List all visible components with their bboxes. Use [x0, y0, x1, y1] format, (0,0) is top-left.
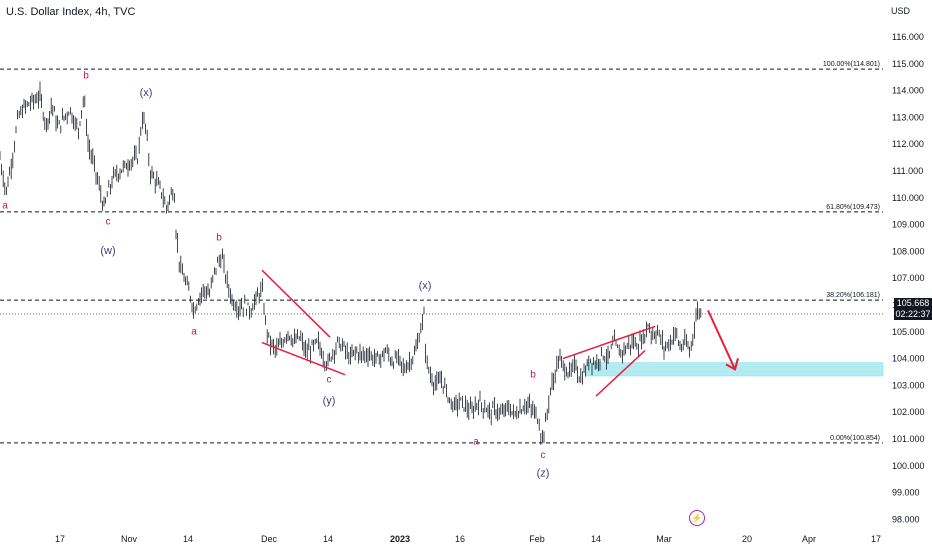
wave-labels-layer: a b c b a c a b c (x) (w) (x) (y) (z) [2, 71, 549, 480]
y-tick-label: 108.000 [892, 246, 925, 256]
y-tick-label: 112.000 [892, 139, 924, 149]
fib-levels-layer: 100.00%(114.801) 61.80%(109.473) 38.20%(10… [0, 61, 883, 444]
chart-title: U.S. Dollar Index, 4h, TVC [6, 6, 136, 18]
trendline [261, 341, 346, 376]
trendline [562, 325, 656, 360]
wave-label: b [530, 369, 536, 380]
wave-label: a [473, 436, 479, 447]
y-tick-label: 113.000 [892, 112, 924, 122]
wave-label: b [83, 71, 89, 82]
last-price-value: 105.668 [896, 298, 930, 308]
wave-label: (x) [140, 87, 153, 99]
x-tick-label: Apr [802, 534, 816, 544]
x-tick-label: Dec [261, 534, 278, 544]
trendline [261, 269, 331, 338]
x-tick-label: 14 [323, 534, 333, 544]
wave-label: (w) [100, 245, 115, 257]
projection-arrow-head [725, 358, 739, 371]
bar-countdown: 02:22:37 [895, 309, 931, 319]
fib-label: 100.00%(114.801) [823, 61, 880, 68]
wave-label: a [2, 201, 8, 212]
x-tick-label: 17 [55, 534, 65, 544]
projection-arrow [707, 309, 736, 370]
wave-label: c [327, 375, 332, 386]
y-tick-label: 100.000 [892, 461, 925, 471]
y-tick-label: 102.000 [892, 407, 925, 417]
x-tick-label: 14 [591, 534, 601, 544]
x-tick-label: Feb [529, 534, 545, 544]
trendline [595, 350, 646, 397]
wave-label: b [216, 233, 222, 244]
x-tick-label: Mar [656, 534, 672, 544]
x-tick-label: Nov [121, 534, 138, 544]
y-tick-label: 111.000 [892, 166, 923, 176]
wave-label: (z) [537, 468, 550, 480]
y-axis: 116.000 115.000 114.000 113.000 112.000 111.0… [892, 32, 925, 524]
y-tick-label: 109.000 [892, 220, 925, 230]
wave-label: c [106, 217, 111, 228]
y-tick-label: 115.000 [892, 59, 924, 69]
x-tick-label: 20 [742, 534, 752, 544]
x-axis: 17 Nov 14 Dec 14 2023 16 Feb 14 Mar 20 Apr 17 [55, 534, 881, 544]
y-tick-label: 101.000 [892, 434, 925, 444]
x-tick-label: 2023 [390, 534, 410, 544]
y-tick-label: 104.000 [892, 354, 925, 364]
last-price-box: 105.668 02:22:37 [894, 298, 932, 320]
price-series-layer [0, 81, 702, 445]
y-tick-label: 107.000 [892, 273, 925, 283]
x-tick-label: 14 [183, 534, 193, 544]
x-tick-label: 17 [871, 534, 881, 544]
wave-label: a [191, 326, 197, 337]
lightning-icon[interactable]: ⚡ [689, 510, 705, 526]
wave-label: c [541, 450, 546, 461]
y-tick-label: 99.000 [892, 488, 920, 498]
y-tick-label: 105.000 [892, 327, 925, 337]
fib-label: 38.20%(106.181) [826, 292, 880, 299]
fib-label: 0.00%(100.854) [830, 435, 880, 442]
wave-label: (x) [419, 280, 432, 292]
y-tick-label: 98.000 [892, 514, 920, 524]
fib-label: 61.80%(109.473) [826, 204, 880, 211]
trendlines-layer [261, 269, 739, 397]
x-tick-label: 16 [455, 534, 465, 544]
y-tick-label: 116.000 [892, 32, 924, 42]
y-tick-label: 103.000 [892, 380, 925, 390]
y-tick-label: 110.000 [892, 193, 924, 203]
wave-label: (y) [323, 395, 336, 407]
currency-label: USD [890, 6, 910, 16]
y-tick-label: 114.000 [892, 86, 924, 96]
